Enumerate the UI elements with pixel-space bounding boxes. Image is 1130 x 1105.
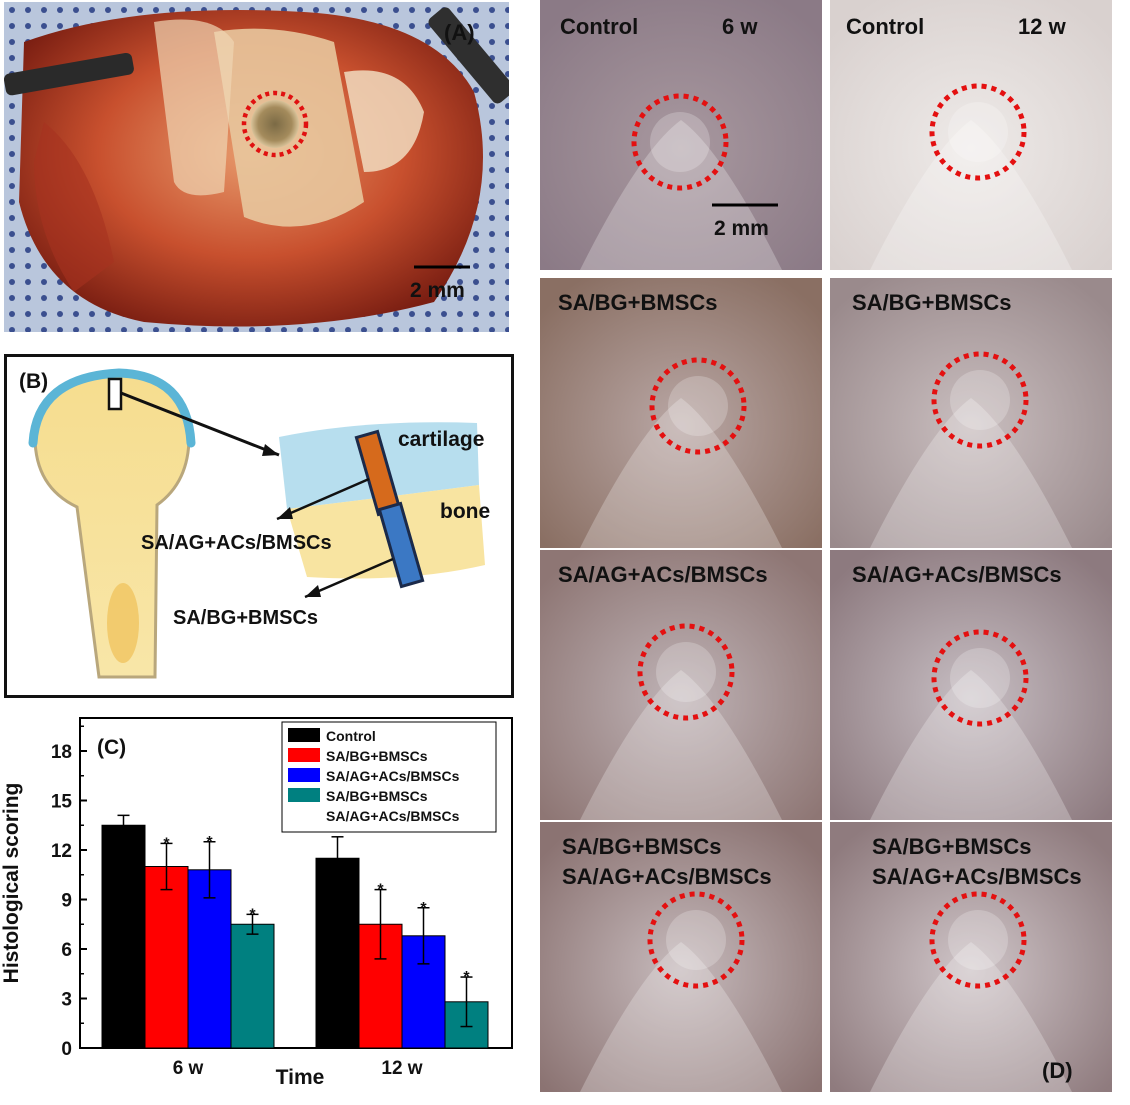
bar xyxy=(230,923,275,1049)
significance-marker: * xyxy=(163,835,170,852)
tile-group-label: SA/AG+ACs/BMSCs xyxy=(852,562,1062,587)
y-tick-label: 15 xyxy=(51,792,73,813)
tile-highlight xyxy=(580,120,782,270)
panel-c-label: (C) xyxy=(97,736,126,759)
legend-label: SA/BG+BMSCs xyxy=(326,748,428,764)
tile-group-label: SA/BG+BMSCs xyxy=(562,834,722,859)
x-tick-label: 6 w xyxy=(173,1058,204,1079)
tile-group-label: Control xyxy=(846,14,925,39)
panel-a-photo: (A) 2 mm xyxy=(4,2,509,332)
y-tick-label: 9 xyxy=(61,891,72,912)
bar xyxy=(315,857,360,1049)
panel-d-scale-bar-label: 2 mm xyxy=(714,217,769,240)
y-tick-label: 3 xyxy=(61,990,72,1011)
tile-photo xyxy=(540,822,822,1092)
defect-area xyxy=(948,102,1008,162)
defect-area xyxy=(666,910,726,970)
defect-circle xyxy=(637,623,735,721)
defect-circle xyxy=(929,891,1027,989)
tile-highlight xyxy=(870,942,1072,1092)
defect-area xyxy=(668,376,728,436)
x-axis-label: Time xyxy=(276,1066,325,1089)
defect-circle xyxy=(929,83,1027,181)
defect-area xyxy=(950,648,1010,708)
defect-circle xyxy=(647,891,745,989)
panel-a-label: (A) xyxy=(444,20,475,45)
tile-highlight xyxy=(580,942,782,1092)
legend-swatch xyxy=(288,788,320,802)
tile-photo xyxy=(830,550,1112,820)
tile-group-label: SA/AG+ACs/BMSCs xyxy=(562,864,772,889)
defect-circle xyxy=(649,357,747,455)
tile-group-label: SA/BG+BMSCs xyxy=(558,290,718,315)
bar xyxy=(101,824,146,1049)
significance-marker: * xyxy=(463,969,470,986)
defect-area xyxy=(948,910,1008,970)
tile-time-label: 12 w xyxy=(1018,14,1066,39)
panel-c-chart: 0 3 6 9 12 15 18 Histological scoring Time (C) 6 w… xyxy=(0,706,520,1100)
significance-marker: * xyxy=(249,906,256,923)
legend-label: SA/AG+ACs/BMSCs xyxy=(326,768,460,784)
bar xyxy=(144,866,189,1049)
significance-marker: * xyxy=(420,900,427,917)
panel-b-schematic: (B) cartilage bone SA/AG+ACs/BMSCs SA/BG… xyxy=(4,354,514,698)
bone-label: bone xyxy=(440,500,491,523)
tile-highlight xyxy=(870,670,1072,820)
histological-scoring-chart: 0 3 6 9 12 15 18 Histological scoring Time (C) 6 w… xyxy=(0,717,513,1089)
panel-d-label: (D) xyxy=(1042,1058,1073,1083)
legend-swatch xyxy=(288,768,320,782)
tile-group-label: Control xyxy=(560,14,639,39)
defect-area xyxy=(950,370,1010,430)
legend-label: SA/BG+BMSCs xyxy=(326,788,428,804)
tile-photo xyxy=(540,550,822,820)
legend-swatch xyxy=(288,728,320,742)
tile-highlight xyxy=(580,398,782,548)
defect-area xyxy=(656,642,716,702)
y-tick-label: 0 xyxy=(61,1039,72,1060)
panel-d-grid: Control 6 w Control 12 w SA/BG+BMSCs SA/BG+BM… xyxy=(540,0,1130,1100)
tile-group-label: SA/AG+ACs/BMSCs xyxy=(872,864,1082,889)
panel-a-scale-bar-label: 2 mm xyxy=(410,279,465,302)
legend-label: Control xyxy=(326,728,376,744)
y-tick-label: 18 xyxy=(51,742,72,763)
tile-highlight xyxy=(870,398,1072,548)
tile-photo xyxy=(540,278,822,548)
y-tick-label: 6 xyxy=(61,940,72,961)
panel-b-label: (B) xyxy=(19,370,49,393)
defect-area xyxy=(650,112,710,172)
tile-group-label: SA/AG+ACs/BMSCs xyxy=(558,562,768,587)
tile-photo xyxy=(830,0,1112,270)
tile-photo xyxy=(830,822,1112,1092)
cartilage-label: cartilage xyxy=(398,428,485,451)
tile-highlight xyxy=(870,120,1072,270)
lower-material-label: SA/BG+BMSCs xyxy=(173,607,319,629)
upper-material-label: SA/AG+ACs/BMSCs xyxy=(141,532,332,554)
tile-photo xyxy=(830,278,1112,548)
tile-group-label: SA/BG+BMSCs xyxy=(852,290,1012,315)
plot-frame xyxy=(79,717,513,1049)
tile-time-label: 6 w xyxy=(722,14,758,39)
y-tick-label: 12 xyxy=(51,841,72,862)
significance-marker: * xyxy=(377,882,384,899)
defect-circle xyxy=(931,629,1029,727)
tile-photo xyxy=(540,0,822,270)
defect-circle xyxy=(931,351,1029,449)
legend-label-line2: SA/AG+ACs/BMSCs xyxy=(326,808,460,824)
tile-highlight xyxy=(580,670,782,820)
y-axis-label: Histological scoring xyxy=(0,783,23,984)
defect-circle xyxy=(631,93,729,191)
legend-swatch xyxy=(288,748,320,762)
x-tick-label: 12 w xyxy=(381,1058,422,1079)
significance-marker: * xyxy=(206,834,213,851)
tile-group-label: SA/BG+BMSCs xyxy=(872,834,1032,859)
bar xyxy=(187,869,232,1049)
